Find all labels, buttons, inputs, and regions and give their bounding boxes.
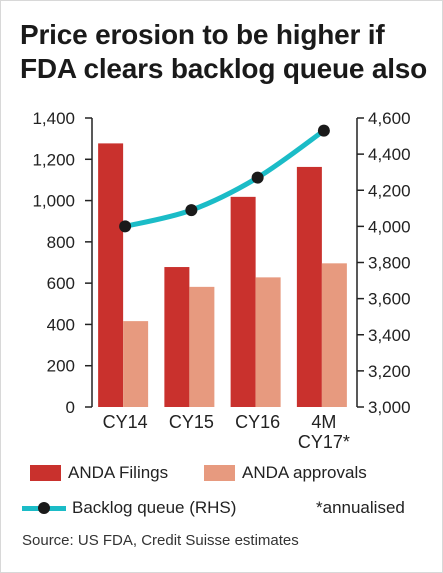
left-axis-tick-label: 600 (47, 274, 75, 293)
legend-item-backlog: Backlog queue (RHS) (22, 498, 236, 518)
legend-swatch-approvals (204, 465, 235, 481)
legend-swatch-marker (38, 502, 50, 514)
bar-filings (230, 196, 256, 407)
left-axis-tick-label: 1,400 (32, 109, 75, 128)
right-axis-tick-label: 3,400 (368, 326, 411, 345)
backlog-point (251, 171, 264, 184)
bar-filings (296, 166, 322, 407)
right-axis-tick-label: 3,800 (368, 254, 411, 273)
bar-approvals (321, 263, 347, 407)
backlog-line (122, 128, 327, 229)
left-axis-tick-label: 800 (47, 233, 75, 252)
x-axis-category-label: 4M (311, 412, 336, 432)
right-axis-tick-label: 4,400 (368, 145, 411, 164)
left-axis-tick-label: 1,200 (32, 150, 75, 169)
source-note: Source: US FDA, Credit Suisse estimates (22, 532, 299, 549)
backlog-point (317, 124, 330, 137)
x-axis-category-label: CY17* (298, 432, 350, 452)
bar-filings (98, 143, 124, 407)
right-axis-tick-label: 3,200 (368, 362, 411, 381)
chart-title: Price erosion to be higher if FDA clears… (20, 18, 430, 86)
bar-approvals (123, 321, 149, 407)
x-axis-category-label: CY15 (169, 412, 214, 432)
right-axis-tick-label: 4,000 (368, 217, 411, 236)
legend-note-text: *annualised (316, 498, 405, 517)
chart-title-line-2: FDA clears backlog queue also (20, 53, 428, 84)
legend-label-filings: ANDA Filings (68, 463, 169, 482)
legend-swatch-filings (30, 465, 61, 481)
backlog-point (119, 220, 132, 233)
bar-approvals (189, 286, 215, 407)
x-axis-category-label: CY16 (235, 412, 280, 432)
right-axis-tick-label: 4,600 (368, 109, 411, 128)
legend-note: *annualised (316, 498, 405, 518)
right-axis-tick-label: 3,000 (368, 398, 411, 417)
right-axis-tick-label: 3,600 (368, 290, 411, 309)
legend-label-approvals: ANDA approvals (242, 463, 367, 482)
x-axis-category-label: CY14 (103, 412, 148, 432)
legend-swatch-backlog (22, 500, 66, 516)
legend-item-filings: ANDA Filings (30, 463, 168, 483)
legend-label-backlog: Backlog queue (RHS) (72, 498, 237, 517)
left-axis-tick-label: 0 (66, 398, 75, 417)
bar-filings (164, 267, 190, 407)
backlog-point (185, 204, 198, 217)
left-axis-tick-label: 200 (47, 357, 75, 376)
legend-item-approvals: ANDA approvals (204, 463, 367, 483)
right-axis-tick-label: 4,200 (368, 181, 411, 200)
left-axis-tick-label: 400 (47, 315, 75, 334)
left-axis-tick-label: 1,000 (32, 192, 75, 211)
chart-title-line-1: Price erosion to be higher if (20, 19, 385, 50)
bar-approvals (255, 277, 281, 407)
